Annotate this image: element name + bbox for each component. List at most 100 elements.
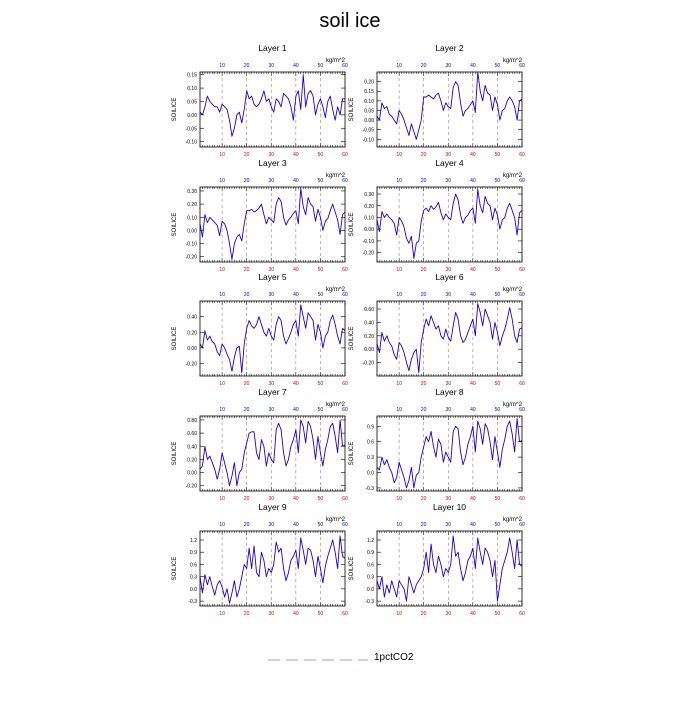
x-tick-label-bottom: 10 bbox=[396, 611, 402, 617]
y-axis-label: SOILICE bbox=[172, 327, 178, 351]
x-tick-label-bottom: 60 bbox=[342, 611, 348, 617]
x-tick-label-bottom: 40 bbox=[293, 152, 299, 158]
x-tick-label-top: 20 bbox=[244, 63, 250, 69]
y-axis-label: SOILICE bbox=[349, 98, 355, 122]
plot-frame bbox=[199, 415, 346, 492]
series-line bbox=[199, 535, 346, 604]
plot-frame bbox=[376, 300, 523, 377]
y-axis-label: SOILICE bbox=[349, 213, 355, 237]
x-tick-label-bottom: 30 bbox=[445, 152, 451, 158]
x-tick-label-top: 40 bbox=[293, 178, 299, 184]
y-tick-label: 0.9 bbox=[190, 550, 197, 556]
x-tick-label-top: 40 bbox=[293, 63, 299, 69]
x-tick-label-top: 20 bbox=[244, 292, 250, 298]
x-tick-label-top: 60 bbox=[519, 407, 525, 413]
top-axis-unit: kg/m^2 bbox=[503, 58, 523, 64]
y-tick-label: 0.15 bbox=[364, 89, 374, 95]
x-tick-label-bottom: 10 bbox=[396, 496, 402, 502]
x-tick-label-top: 30 bbox=[445, 178, 451, 184]
x-tick-label-bottom: 60 bbox=[519, 152, 525, 158]
x-tick-label-bottom: 40 bbox=[293, 267, 299, 273]
x-tick-label-top: 20 bbox=[244, 407, 250, 413]
panel-title: Layer 8 bbox=[435, 387, 464, 397]
x-tick-label-top: 30 bbox=[268, 63, 274, 69]
x-tick-label-bottom: 50 bbox=[318, 381, 324, 387]
x-tick-label-bottom: 40 bbox=[470, 381, 476, 387]
y-tick-label: 0.40 bbox=[364, 320, 374, 326]
y-tick-label: 0.10 bbox=[187, 86, 197, 92]
y-tick-label: 0.20 bbox=[364, 80, 374, 86]
x-tick-label-top: 20 bbox=[421, 292, 427, 298]
legend: 1pctCO2 bbox=[268, 652, 468, 668]
chart-panel-1: Layer 1 kg/m^2 -0.10 -0.05 0.00 0.05 0.10 0.15 1… bbox=[172, 43, 348, 158]
x-tick-label-top: 30 bbox=[268, 522, 274, 528]
x-tick-label-bottom: 10 bbox=[219, 381, 225, 387]
x-tick-label-top: 50 bbox=[318, 522, 324, 528]
y-tick-label: 0.10 bbox=[187, 215, 197, 221]
chart-panel-2: Layer 2 kg/m^2 -0.10 -0.05 0.00 0.05 0.10 0.15 0… bbox=[349, 43, 525, 158]
x-tick-label-top: 60 bbox=[519, 178, 525, 184]
x-tick-label-bottom: 30 bbox=[445, 381, 451, 387]
series-line bbox=[199, 419, 346, 487]
panel-title: Layer 1 bbox=[258, 43, 287, 53]
x-tick-label-bottom: 20 bbox=[421, 611, 427, 617]
x-tick-label-top: 10 bbox=[396, 292, 402, 298]
x-tick-label-bottom: 50 bbox=[495, 496, 501, 502]
series-line bbox=[376, 71, 523, 140]
panel-title: Layer 5 bbox=[258, 272, 287, 282]
series-line bbox=[199, 187, 346, 260]
x-tick-label-bottom: 50 bbox=[495, 152, 501, 158]
y-tick-label: 0.20 bbox=[187, 202, 197, 208]
x-tick-label-top: 10 bbox=[396, 63, 402, 69]
x-tick-label-top: 30 bbox=[445, 407, 451, 413]
x-tick-label-top: 50 bbox=[318, 407, 324, 413]
y-tick-label: 0.10 bbox=[364, 215, 374, 221]
x-tick-label-bottom: 20 bbox=[421, 381, 427, 387]
y-axis-label: SOILICE bbox=[349, 327, 355, 351]
x-tick-label-bottom: 10 bbox=[219, 267, 225, 273]
x-tick-label-bottom: 60 bbox=[342, 496, 348, 502]
series-line bbox=[376, 303, 523, 374]
panel-title: Layer 7 bbox=[258, 387, 287, 397]
x-tick-label-bottom: 10 bbox=[219, 611, 225, 617]
x-tick-label-bottom: 20 bbox=[421, 496, 427, 502]
x-tick-label-top: 50 bbox=[495, 292, 501, 298]
x-tick-label-bottom: 30 bbox=[445, 496, 451, 502]
x-tick-label-bottom: 30 bbox=[268, 152, 274, 158]
x-tick-label-bottom: 30 bbox=[268, 496, 274, 502]
y-tick-label: 0.05 bbox=[187, 99, 197, 105]
x-tick-label-bottom: 60 bbox=[519, 496, 525, 502]
x-tick-label-top: 40 bbox=[470, 63, 476, 69]
y-axis-label: SOILICE bbox=[172, 98, 178, 122]
x-tick-label-bottom: 50 bbox=[318, 152, 324, 158]
x-tick-label-bottom: 40 bbox=[293, 496, 299, 502]
y-tick-label: 0.00 bbox=[187, 346, 197, 352]
legend-label: 1pctCO2 bbox=[374, 652, 414, 663]
top-axis-unit: kg/m^2 bbox=[503, 287, 523, 293]
x-tick-label-bottom: 20 bbox=[421, 267, 427, 273]
y-tick-label: 0.10 bbox=[364, 99, 374, 105]
x-tick-label-bottom: 30 bbox=[268, 611, 274, 617]
chart-panel-7: Layer 7 kg/m^2 -0.20 0.00 0.20 0.40 0.60 0.80 10… bbox=[172, 387, 348, 502]
x-tick-label-bottom: 60 bbox=[342, 267, 348, 273]
top-axis-unit: kg/m^2 bbox=[503, 173, 523, 179]
top-axis-unit: kg/m^2 bbox=[503, 517, 523, 523]
panel-title: Layer 9 bbox=[258, 502, 287, 512]
series-line bbox=[376, 188, 523, 259]
x-tick-label-top: 20 bbox=[421, 522, 427, 528]
y-tick-label: 0.9 bbox=[367, 550, 374, 556]
panel-title: Layer 10 bbox=[433, 502, 466, 512]
x-tick-label-bottom: 20 bbox=[244, 381, 250, 387]
x-tick-label-top: 20 bbox=[244, 178, 250, 184]
x-tick-label-bottom: 60 bbox=[519, 611, 525, 617]
y-tick-label: 0.20 bbox=[187, 457, 197, 463]
x-tick-label-top: 10 bbox=[219, 178, 225, 184]
panel-title: Layer 2 bbox=[435, 43, 464, 53]
x-tick-label-top: 10 bbox=[219, 292, 225, 298]
x-tick-label-top: 30 bbox=[268, 407, 274, 413]
plot-frame bbox=[376, 415, 523, 492]
plot-frame bbox=[199, 71, 346, 148]
y-tick-label: 1.2 bbox=[367, 538, 374, 544]
x-tick-label-bottom: 20 bbox=[421, 152, 427, 158]
series-line bbox=[199, 74, 345, 137]
